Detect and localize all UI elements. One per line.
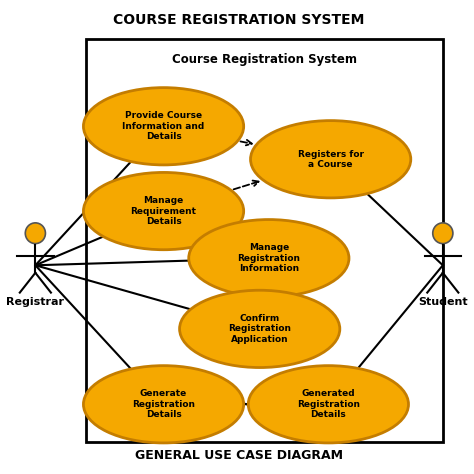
- Text: Confirm
Registration
Application: Confirm Registration Application: [228, 314, 291, 344]
- Text: Course Registration System: Course Registration System: [172, 53, 357, 66]
- Ellipse shape: [248, 365, 409, 443]
- FancyBboxPatch shape: [86, 39, 443, 442]
- Text: Provide Course
Information and
Details: Provide Course Information and Details: [122, 111, 205, 141]
- Ellipse shape: [83, 88, 244, 165]
- Ellipse shape: [189, 219, 349, 297]
- Circle shape: [25, 223, 46, 244]
- Ellipse shape: [83, 173, 244, 250]
- Text: Generate
Registration
Details: Generate Registration Details: [132, 389, 195, 419]
- Ellipse shape: [251, 120, 411, 198]
- Text: GENERAL USE CASE DIAGRAM: GENERAL USE CASE DIAGRAM: [135, 449, 343, 462]
- Ellipse shape: [83, 365, 244, 443]
- Circle shape: [433, 223, 453, 244]
- Text: Registers for
a Course: Registers for a Course: [298, 150, 364, 169]
- Text: Student: Student: [418, 297, 468, 307]
- Text: COURSE REGISTRATION SYSTEM: COURSE REGISTRATION SYSTEM: [113, 13, 365, 27]
- Text: Manage
Requirement
Details: Manage Requirement Details: [130, 196, 197, 226]
- Text: Generated
Registration
Details: Generated Registration Details: [297, 389, 360, 419]
- Text: Manage
Registration
Information: Manage Registration Information: [237, 243, 301, 273]
- Ellipse shape: [180, 290, 340, 367]
- Text: Registrar: Registrar: [6, 297, 64, 307]
